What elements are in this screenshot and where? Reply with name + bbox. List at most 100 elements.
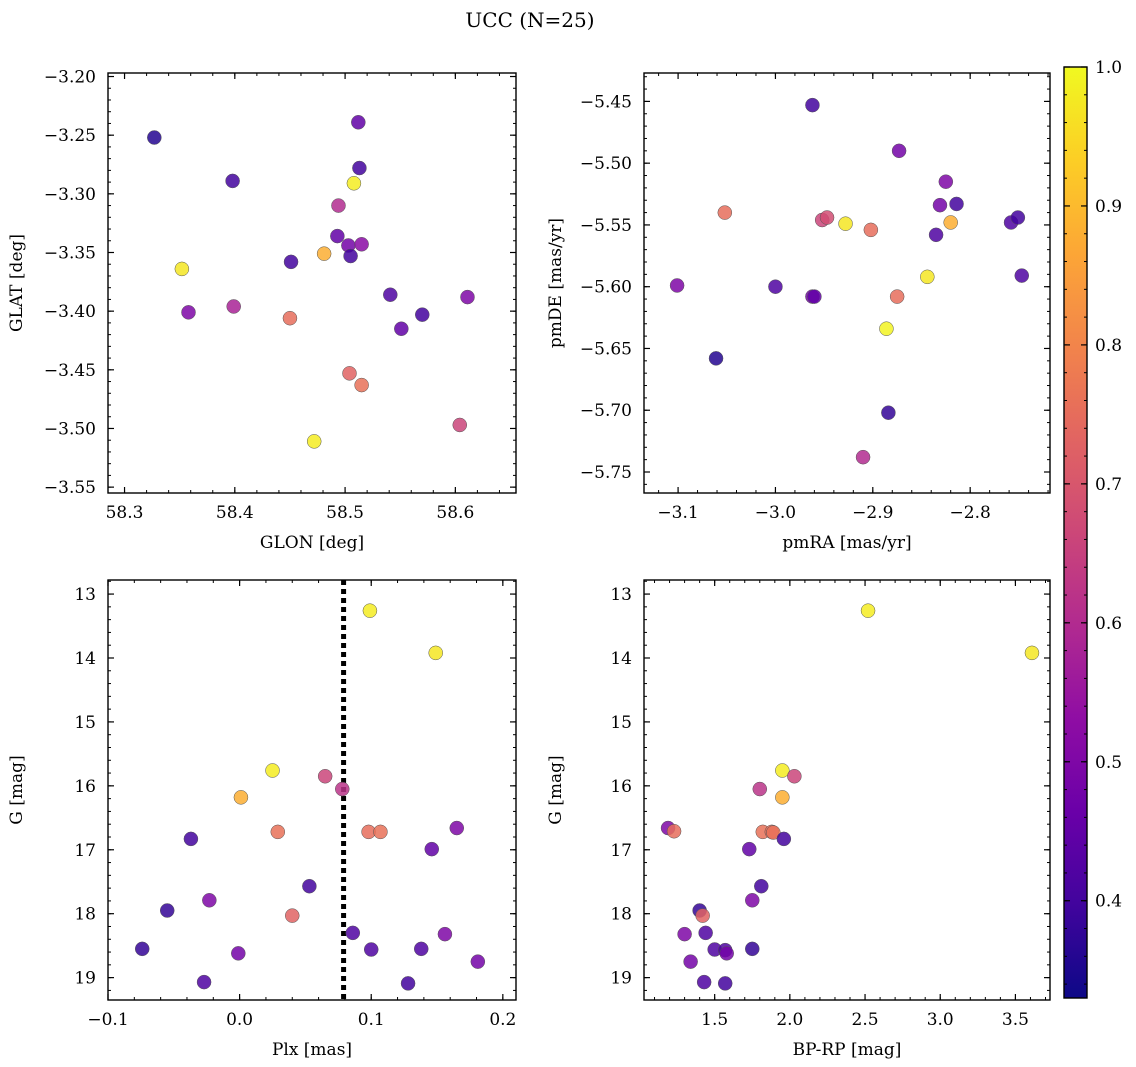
data-point	[776, 831, 792, 847]
data-point	[317, 769, 333, 784]
x-tick-label: 1.5	[701, 1010, 728, 1030]
data-point	[282, 310, 298, 326]
y-tick-label: −5.60	[580, 278, 632, 298]
data-point	[920, 269, 935, 285]
x-tick-label: −2.8	[950, 503, 991, 523]
y-tick-label: −5.65	[580, 339, 632, 359]
scatter-points	[147, 115, 475, 449]
x-tick-label: 0.0	[226, 1010, 253, 1030]
y-axis-label: G [mag]	[7, 755, 27, 824]
y-tick-label: −5.50	[580, 154, 632, 174]
y-tick-label: 14	[74, 649, 96, 669]
y-tick-label: −5.75	[580, 463, 632, 483]
data-point	[754, 878, 769, 894]
y-tick-label: −3.25	[44, 126, 96, 146]
y-tick-label: −3.50	[44, 419, 96, 439]
x-tick-label: 0.1	[358, 1010, 385, 1030]
data-point	[362, 603, 378, 618]
data-point	[1010, 210, 1026, 225]
data-point	[879, 321, 894, 336]
x-tick-label: 58.5	[326, 503, 364, 523]
data-point	[752, 781, 768, 797]
x-axis-label: BP-RP [mag]	[793, 1040, 902, 1060]
data-point	[928, 227, 944, 243]
minor-ticks	[644, 73, 1050, 493]
panel-2: −3.1 −3.0 −2.9 −2.8 −5.45 −5.50 −5.55 −5.60 −5.6…	[546, 72, 1051, 553]
y-tick-label: 16	[74, 777, 96, 797]
x-tick-label: −3.0	[755, 503, 796, 523]
data-point	[717, 976, 733, 991]
y-tick-label: −5.45	[580, 92, 632, 112]
data-point	[335, 781, 350, 797]
data-point	[363, 942, 379, 957]
y-tick-label: −5.70	[580, 401, 632, 421]
data-point	[181, 305, 196, 320]
data-point	[400, 976, 416, 991]
data-point	[766, 825, 781, 840]
data-point	[270, 824, 286, 840]
data-point	[354, 377, 369, 393]
data-point	[231, 946, 246, 961]
x-tick-label: −0.1	[87, 1010, 128, 1030]
axes-frame	[107, 579, 517, 1001]
data-point	[415, 307, 430, 322]
colorbar-tick-label: 1.0	[1095, 58, 1122, 78]
y-tick-label: 15	[610, 713, 632, 733]
data-point	[134, 941, 150, 957]
x-tick-label: 58.6	[436, 503, 474, 523]
data-point	[202, 893, 217, 908]
colorbar: 0.4 0.5 0.6 0.7 0.8 0.9 1.0	[1063, 58, 1122, 999]
y-tick-label: 17	[74, 841, 96, 861]
x-axis-label: pmRA [mas/yr]	[782, 533, 911, 553]
data-point	[775, 790, 790, 805]
y-tick-label: −3.45	[44, 361, 96, 381]
data-point	[265, 763, 280, 778]
y-tick-label: 18	[74, 905, 96, 925]
axes-frame	[107, 72, 517, 494]
x-axis-label: GLON [deg]	[260, 533, 364, 553]
x-tick-label: −2.9	[852, 503, 893, 523]
y-axis-label: G [mag]	[546, 755, 566, 824]
x-tick-label: 2.5	[852, 1010, 879, 1030]
data-point	[346, 176, 362, 191]
x-tick-label: 58.4	[216, 503, 254, 523]
minor-ticks	[107, 580, 516, 1000]
data-point	[805, 97, 820, 113]
data-point	[343, 248, 358, 264]
data-point	[696, 974, 712, 990]
y-axis-label: GLAT [deg]	[7, 234, 27, 332]
y-tick-label: −3.35	[44, 243, 96, 263]
data-point	[285, 908, 300, 923]
data-point	[838, 216, 853, 231]
x-tick-label: 3.0	[927, 1010, 954, 1030]
data-point	[342, 366, 357, 381]
x-tick-label: 0.2	[489, 1010, 516, 1030]
data-point	[233, 790, 249, 805]
data-point	[352, 160, 367, 176]
data-point	[302, 878, 317, 894]
colorbar-tick-label: 0.6	[1095, 614, 1122, 634]
data-point	[330, 228, 345, 244]
data-point	[316, 246, 332, 261]
data-point	[881, 405, 896, 420]
x-axis-label: Plx [mas]	[272, 1040, 352, 1060]
data-point	[807, 289, 822, 304]
y-tick-label: 17	[610, 841, 632, 861]
data-point	[717, 205, 733, 220]
data-point	[943, 215, 958, 230]
data-point	[226, 299, 241, 314]
y-tick-label: 13	[74, 585, 96, 605]
y-tick-label: 15	[74, 713, 96, 733]
data-point	[863, 222, 879, 238]
x-tick-label: 3.5	[1002, 1010, 1029, 1030]
data-point	[683, 954, 698, 969]
data-point	[159, 903, 175, 918]
panel-4: 1.5 2.0 2.5 3.0 3.5 13 14 15 16 17 18 19 BP-RP [mag]…	[546, 579, 1051, 1060]
data-point	[891, 143, 907, 159]
data-point	[1014, 268, 1030, 283]
data-point	[949, 196, 964, 212]
data-point	[745, 941, 760, 957]
y-tick-label: 19	[74, 969, 96, 989]
y-tick-label: −3.30	[44, 185, 96, 205]
